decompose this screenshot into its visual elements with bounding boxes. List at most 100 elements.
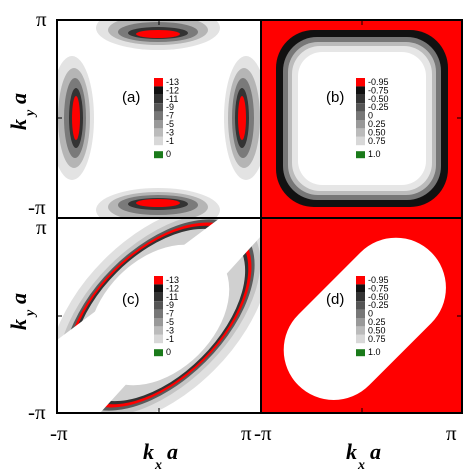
- legend-label: -12: [166, 85, 179, 95]
- legend-swatch: [356, 284, 365, 293]
- legend-swatch: [356, 318, 365, 327]
- svg-text:k: k: [143, 439, 154, 464]
- svg-text:x: x: [154, 458, 162, 473]
- legend-label: -0.50: [368, 94, 389, 104]
- legend-swatch: [154, 103, 163, 112]
- legend-label: -0.50: [368, 292, 389, 302]
- legend-swatch: [356, 128, 365, 137]
- legend-c: -13-12-11-9-7-5-3-1 0: [154, 275, 179, 357]
- legend-label: -0.95: [368, 77, 389, 87]
- legend-label: 0.25: [368, 317, 386, 327]
- legend-swatch: [154, 318, 163, 327]
- x-axis-label-left: k x a: [143, 439, 178, 473]
- legend-swatch: [154, 284, 163, 293]
- y-tick-pi-bottom: π: [36, 215, 47, 239]
- legend-swatch: [356, 136, 365, 146]
- legend-label: -0.95: [368, 275, 389, 285]
- legend-swatch-bottom: [356, 349, 365, 357]
- svg-text:y: y: [23, 109, 38, 118]
- svg-text:x: x: [357, 458, 365, 473]
- ticks: [57, 19, 462, 414]
- y-tick-neg-pi-bottom: -π: [28, 400, 46, 424]
- legend-label: 0.50: [368, 325, 386, 335]
- svg-text:k: k: [6, 319, 31, 330]
- legend-swatch: [154, 301, 163, 310]
- legend-swatch: [154, 309, 163, 318]
- legend-label: 0: [166, 149, 171, 159]
- legend-label: -9: [166, 102, 174, 112]
- legend-label: 0.25: [368, 119, 386, 129]
- legend-label: -5: [166, 119, 174, 129]
- legend-swatch-bottom: [154, 151, 163, 159]
- x-tick-neg-pi-left: -π: [50, 421, 68, 445]
- legend-label: -7: [166, 111, 174, 121]
- x-tick-pi-left: π: [241, 421, 252, 445]
- legend-label: -9: [166, 300, 174, 310]
- panel-a: [57, 20, 261, 218]
- y-tick-pi-top: π: [36, 7, 47, 31]
- legend-swatch: [356, 111, 365, 120]
- legend-label: 1.0: [368, 149, 381, 159]
- x-tick-pi-right: π: [446, 421, 457, 445]
- x-axis-label-right: k x a: [346, 439, 381, 473]
- svg-text:y: y: [23, 309, 38, 318]
- svg-text:k: k: [6, 119, 31, 130]
- legend-label: -13: [166, 77, 179, 87]
- legend-swatch: [356, 334, 365, 344]
- legend-swatch: [154, 120, 163, 129]
- legend-label: -0.25: [368, 102, 389, 112]
- legend-a: -13-12-11-9-7-5-3-1 0: [154, 77, 179, 159]
- legend-swatch: [356, 78, 365, 87]
- svg-text:a: a: [167, 439, 178, 464]
- legend-swatch: [154, 334, 163, 344]
- legend-swatch: [154, 128, 163, 137]
- legend-swatch: [154, 292, 163, 302]
- svg-text:a: a: [6, 293, 31, 304]
- y-axis-label-bottom: k y a: [6, 293, 38, 330]
- legend-label: 0.50: [368, 127, 386, 137]
- legend-label: -1: [166, 334, 174, 344]
- legend-label: -11: [166, 94, 178, 104]
- panel-a-label: (a): [122, 89, 140, 106]
- x-tick-neg-pi-right: -π: [254, 421, 272, 445]
- legend-swatch: [356, 292, 365, 302]
- panel-b-label: (b): [326, 89, 344, 106]
- legend-label: -13: [166, 275, 179, 285]
- y-tick-neg-pi-top: -π: [28, 195, 46, 219]
- legend-label: -0.25: [368, 300, 389, 310]
- legend-label: -3: [166, 325, 174, 335]
- legend-label: -3: [166, 127, 174, 137]
- legend-label: 1.0: [368, 347, 381, 357]
- legend-label: -7: [166, 309, 174, 319]
- legend-label: -12: [166, 283, 179, 293]
- svg-text:a: a: [6, 93, 31, 104]
- legend-label: -0.75: [368, 283, 389, 293]
- panel-d-label: (d): [326, 291, 344, 308]
- legend-swatch: [356, 301, 365, 310]
- legend-label: -1: [166, 136, 174, 146]
- legend-swatch: [356, 309, 365, 318]
- legend-swatch: [356, 276, 365, 285]
- legend-label: -5: [166, 317, 174, 327]
- legend-swatch: [356, 86, 365, 95]
- panel-c-label: (c): [122, 291, 140, 308]
- legend-label: -0.75: [368, 85, 389, 95]
- legend-swatch: [154, 86, 163, 95]
- legend-label: -11: [166, 292, 178, 302]
- legend-swatch: [356, 120, 365, 129]
- svg-text:k: k: [346, 439, 357, 464]
- legend-swatch: [356, 103, 365, 112]
- legend-swatch: [154, 276, 163, 285]
- legend-label: 0.75: [368, 136, 386, 146]
- legend-label: 0: [368, 309, 373, 319]
- svg-text:a: a: [370, 439, 381, 464]
- legend-swatch: [154, 136, 163, 146]
- y-axis-label-top: k y a: [6, 93, 38, 130]
- legend-swatch-bottom: [356, 151, 365, 159]
- legend-swatch: [356, 326, 365, 335]
- legend-label: 0: [368, 111, 373, 121]
- legend-label: 0.75: [368, 334, 386, 344]
